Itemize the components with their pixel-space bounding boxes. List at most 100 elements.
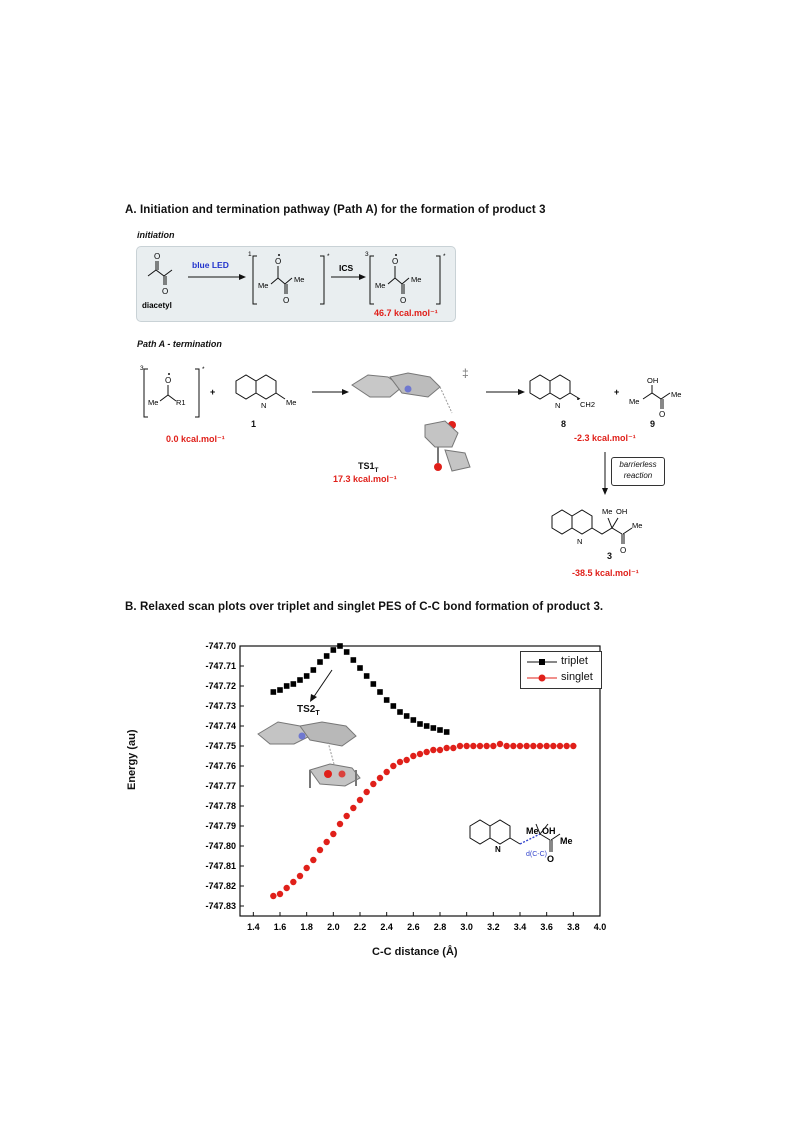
- singlet-point: [450, 744, 457, 752]
- path-a-scheme: 3 * O Me R1 + N Me ‡ N CH2 +: [140, 365, 681, 472]
- triplet-point: [423, 723, 430, 729]
- triplet-point: [397, 709, 403, 715]
- singlet-point: [390, 762, 397, 770]
- x-axis-label: C-C distance (Å): [372, 946, 458, 958]
- energy-3: -38.5 kcal.mol⁻¹: [572, 568, 639, 578]
- triplet-point: [377, 689, 383, 695]
- singlet-point: [416, 750, 424, 758]
- x-tick-label: 1.8: [300, 922, 313, 932]
- y-tick-label: -747.79: [205, 821, 236, 831]
- barrierless-arrow: [602, 452, 608, 495]
- triplet-point: [390, 703, 397, 709]
- svg-text:O: O: [165, 376, 171, 385]
- singlet-point: [403, 756, 410, 764]
- svg-text:*: *: [327, 253, 330, 260]
- svg-text:O: O: [162, 287, 168, 296]
- start-energy: 0.0 kcal.mol⁻¹: [166, 434, 225, 444]
- svg-text:OH: OH: [542, 826, 556, 836]
- y-tick-label: -747.80: [205, 841, 236, 851]
- svg-text:O: O: [154, 252, 160, 261]
- singlet-point: [283, 884, 290, 892]
- singlet-point: [510, 742, 517, 750]
- singlet-point: [410, 752, 417, 760]
- y-tick-label: -747.77: [205, 781, 236, 791]
- triplet-point: [417, 721, 423, 727]
- svg-text:R1: R1: [176, 398, 186, 407]
- svg-text:O: O: [659, 410, 665, 419]
- singlet-point: [430, 746, 437, 754]
- singlet-point: [296, 872, 304, 880]
- singlet-point: [423, 748, 430, 756]
- ics-label: ICS: [339, 263, 354, 273]
- svg-text:Me: Me: [526, 826, 539, 836]
- svg-text:N: N: [555, 401, 560, 410]
- path-a-label: Path A - termination: [137, 339, 222, 349]
- triplet-point: [403, 713, 410, 719]
- y-tick-label: -747.82: [205, 881, 236, 891]
- energy-8-9: -2.3 kcal.mol⁻¹: [574, 433, 636, 443]
- svg-text:‡: ‡: [462, 366, 469, 380]
- triplet-point: [343, 649, 350, 655]
- singlet-point: [356, 796, 364, 804]
- inset-compound: [469, 819, 561, 852]
- singlet-point: [563, 742, 570, 750]
- section-b-title: B. Relaxed scan plots over triplet and s…: [125, 601, 604, 613]
- singlet-point: [543, 742, 550, 750]
- svg-text:+: +: [210, 387, 215, 397]
- svg-text:OH: OH: [647, 376, 658, 385]
- triplet-point: [363, 673, 370, 679]
- y-tick-label: -747.78: [205, 801, 236, 811]
- svg-text:N: N: [261, 401, 266, 410]
- singlet-point: [303, 864, 310, 872]
- singlet-point: [550, 742, 557, 750]
- y-tick-label: -747.83: [205, 901, 236, 911]
- singlet-point: [363, 788, 370, 796]
- compound-3-label: 3: [607, 551, 613, 561]
- svg-text:O: O: [400, 296, 406, 305]
- singlet-point: [530, 742, 537, 750]
- ts1-model: [351, 372, 471, 472]
- svg-text:*: *: [443, 253, 446, 260]
- y-axis-label: Energy (au): [126, 729, 138, 790]
- svg-text:Me: Me: [671, 390, 681, 399]
- svg-text:+: +: [614, 387, 619, 397]
- svg-text:Me: Me: [629, 397, 639, 406]
- section-a-title: A. Initiation and termination pathway (P…: [125, 204, 546, 216]
- svg-text:Me: Me: [411, 275, 421, 284]
- legend-triplet: triplet: [525, 654, 599, 670]
- singlet-point: [316, 846, 324, 854]
- ts1-label: TS1T: [358, 461, 379, 474]
- initiation-scheme: O O diacetyl blue LED 1 * O Me Me O ICS …: [142, 251, 446, 310]
- triplet-point: [277, 687, 283, 693]
- svg-text:Me: Me: [148, 398, 158, 407]
- singlet-point: [343, 812, 350, 820]
- triplet-point: [383, 697, 390, 703]
- svg-text:Me: Me: [560, 836, 573, 846]
- y-tick-label: -747.70: [205, 641, 236, 651]
- triplet-point: [337, 643, 343, 649]
- ts2-label: TS2T: [297, 704, 320, 717]
- triplet-point: [303, 673, 310, 679]
- svg-text:O: O: [620, 546, 626, 555]
- triplet-point: [270, 689, 277, 695]
- singlet-point: [350, 804, 357, 812]
- svg-text:OH: OH: [616, 507, 627, 516]
- ts1-energy: 17.3 kcal.mol⁻¹: [333, 474, 397, 484]
- y-tick-label: -747.71: [205, 661, 236, 671]
- blue-led-label: blue LED: [192, 260, 229, 270]
- svg-text:Me: Me: [375, 281, 385, 290]
- x-tick-label: 3.8: [567, 922, 580, 932]
- singlet-point: [516, 742, 524, 750]
- diacetyl-label: diacetyl: [142, 301, 172, 310]
- triplet-point: [290, 681, 297, 687]
- compound-8-label: 8: [561, 419, 567, 429]
- singlet-point: [290, 878, 297, 886]
- svg-text:O: O: [547, 854, 554, 864]
- svg-text:1: 1: [248, 251, 252, 258]
- singlet-point: [490, 742, 497, 750]
- singlet-point: [310, 856, 317, 864]
- barrierless-box: barrierless reaction: [611, 457, 665, 486]
- triplet-point: [437, 727, 443, 733]
- triplet-point: [330, 647, 337, 653]
- scan-plot: Me OH Me N O d(C-C) 1.4 1.6 1.8 2.0 2.2 2.4 2.…: [205, 641, 606, 932]
